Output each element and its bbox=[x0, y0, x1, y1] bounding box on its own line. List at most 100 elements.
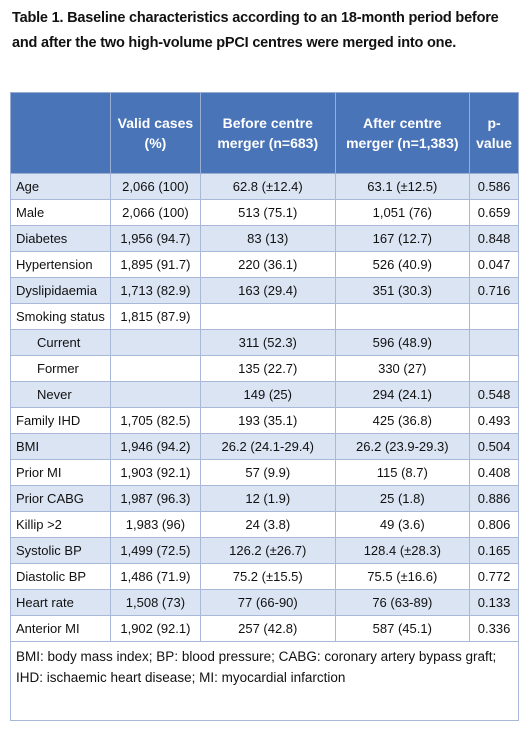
table-cell: 2,066 (100) bbox=[109, 199, 201, 226]
table-cell: 63.1 (±12.5) bbox=[334, 173, 471, 200]
table-cell: 1,987 (96.3) bbox=[109, 485, 201, 512]
table-cell: 311 (52.3) bbox=[199, 329, 336, 356]
row-label: Hypertension bbox=[10, 251, 111, 278]
table-cell: 135 (22.7) bbox=[199, 355, 336, 382]
table-row: Family IHD 1,705 (82.5) 193 (35.1) 425 (36.… bbox=[10, 407, 519, 434]
row-label: BMI bbox=[10, 433, 111, 460]
table-row: Never 149 (25) 294 (24.1) 0.548 bbox=[10, 381, 519, 408]
table-cell: 0.848 bbox=[469, 225, 519, 252]
table-cell: 1,508 (73) bbox=[109, 589, 201, 616]
row-label: Male bbox=[10, 199, 111, 226]
table-row: Prior MI 1,903 (92.1) 57 (9.9) 115 (8.7) 0.4… bbox=[10, 459, 519, 486]
table-cell: 26.2 (23.9-29.3) bbox=[334, 433, 471, 460]
table-title: Table 1. Baseline characteristics accord… bbox=[12, 10, 499, 51]
table-cell: 0.586 bbox=[469, 173, 519, 200]
table-cell: 115 (8.7) bbox=[334, 459, 471, 486]
table-cell: 25 (1.8) bbox=[334, 485, 471, 512]
table-row: BMI 1,946 (94.2) 26.2 (24.1-29.4) 26.2 (23.… bbox=[10, 433, 519, 460]
table-row: Former 135 (22.7) 330 (27) bbox=[10, 355, 519, 382]
table-cell: 1,983 (96) bbox=[109, 511, 201, 538]
table-body: Age 2,066 (100) 62.8 (±12.4) 63.1 (±12.5) 0.… bbox=[10, 173, 519, 642]
table-cell: 1,486 (71.9) bbox=[109, 563, 201, 590]
table-cell: 0.548 bbox=[469, 381, 519, 408]
header-cell: Valid cases (%) bbox=[109, 92, 201, 174]
row-label: Diabetes bbox=[10, 225, 111, 252]
table-cell: 1,902 (92.1) bbox=[109, 615, 201, 642]
table-head: Valid cases (%) Before centre merger (n=6… bbox=[10, 92, 519, 174]
table-cell: 128.4 (±28.3) bbox=[334, 537, 471, 564]
table-row: Prior CABG 1,987 (96.3) 12 (1.9) 25 (1.8) 0.… bbox=[10, 485, 519, 512]
row-label: Smoking status bbox=[10, 303, 111, 330]
table-cell: 0.493 bbox=[469, 407, 519, 434]
header-row: Valid cases (%) Before centre merger (n=6… bbox=[10, 92, 519, 174]
row-label: Prior MI bbox=[10, 459, 111, 486]
table-cell: 0.336 bbox=[469, 615, 519, 642]
table-cell bbox=[469, 329, 519, 356]
table-row: Diastolic BP 1,486 (71.9) 75.2 (±15.5) 75.5… bbox=[10, 563, 519, 590]
table-row: Anterior MI 1,902 (92.1) 257 (42.8) 587 (45… bbox=[10, 615, 519, 642]
table-cell: 149 (25) bbox=[199, 381, 336, 408]
table-cell: 0.408 bbox=[469, 459, 519, 486]
table-cell: 513 (75.1) bbox=[199, 199, 336, 226]
table-cell bbox=[109, 381, 201, 408]
row-label: Anterior MI bbox=[10, 615, 111, 642]
table-cell bbox=[469, 355, 519, 382]
table-cell: 77 (66-90) bbox=[199, 589, 336, 616]
row-label: Prior CABG bbox=[10, 485, 111, 512]
row-label: Current bbox=[10, 329, 111, 356]
table-cell bbox=[199, 303, 336, 330]
header-cell: Before centre merger (n=683) bbox=[199, 92, 336, 174]
table-cell: 163 (29.4) bbox=[199, 277, 336, 304]
data-table: Valid cases (%) Before centre merger (n=6… bbox=[10, 92, 519, 642]
table-cell bbox=[469, 303, 519, 330]
row-label: Killip >2 bbox=[10, 511, 111, 538]
table-cell: 126.2 (±26.7) bbox=[199, 537, 336, 564]
table-cell: 425 (36.8) bbox=[334, 407, 471, 434]
table-row: Age 2,066 (100) 62.8 (±12.4) 63.1 (±12.5) 0.… bbox=[10, 173, 519, 200]
table-cell bbox=[334, 303, 471, 330]
table-cell: 1,903 (92.1) bbox=[109, 459, 201, 486]
table-cell: 167 (12.7) bbox=[334, 225, 471, 252]
table-row: Hypertension 1,895 (91.7) 220 (36.1) 526 (4… bbox=[10, 251, 519, 278]
table-row: Systolic BP 1,499 (72.5) 126.2 (±26.7) 128.… bbox=[10, 537, 519, 564]
table-cell: 351 (30.3) bbox=[334, 277, 471, 304]
table-cell: 1,499 (72.5) bbox=[109, 537, 201, 564]
table-cell: 0.133 bbox=[469, 589, 519, 616]
table-cell bbox=[109, 355, 201, 382]
table-cell: 0.716 bbox=[469, 277, 519, 304]
table-cell: 1,956 (94.7) bbox=[109, 225, 201, 252]
footnote: BMI: body mass index; BP: blood pressure… bbox=[10, 641, 519, 721]
row-label: Family IHD bbox=[10, 407, 111, 434]
table-cell: 1,815 (87.9) bbox=[109, 303, 201, 330]
table-cell: 257 (42.8) bbox=[199, 615, 336, 642]
table-cell: 26.2 (24.1-29.4) bbox=[199, 433, 336, 460]
table-cell: 0.047 bbox=[469, 251, 519, 278]
table-cell: 294 (24.1) bbox=[334, 381, 471, 408]
table-cell: 193 (35.1) bbox=[199, 407, 336, 434]
row-label: Former bbox=[10, 355, 111, 382]
table-row: Dyslipidaemia 1,713 (82.9) 163 (29.4) 351 (… bbox=[10, 277, 519, 304]
row-label: Never bbox=[10, 381, 111, 408]
header-cell: p-value bbox=[469, 92, 519, 174]
row-label: Dyslipidaemia bbox=[10, 277, 111, 304]
table-cell: 12 (1.9) bbox=[199, 485, 336, 512]
table-row: Diabetes 1,956 (94.7) 83 (13) 167 (12.7) 0.8… bbox=[10, 225, 519, 252]
table-cell bbox=[109, 329, 201, 356]
table-cell: 75.2 (±15.5) bbox=[199, 563, 336, 590]
table-cell: 76 (63-89) bbox=[334, 589, 471, 616]
table-cell: 49 (3.6) bbox=[334, 511, 471, 538]
table-cell: 1,051 (76) bbox=[334, 199, 471, 226]
table-cell: 57 (9.9) bbox=[199, 459, 336, 486]
row-label: Heart rate bbox=[10, 589, 111, 616]
table-cell: 62.8 (±12.4) bbox=[199, 173, 336, 200]
table-cell: 83 (13) bbox=[199, 225, 336, 252]
table-row: Heart rate 1,508 (73) 77 (66-90) 76 (63-89)… bbox=[10, 589, 519, 616]
table-cell: 587 (45.1) bbox=[334, 615, 471, 642]
table-cell: 1,705 (82.5) bbox=[109, 407, 201, 434]
table-cell: 0.886 bbox=[469, 485, 519, 512]
table-cell: 1,946 (94.2) bbox=[109, 433, 201, 460]
table-cell: 0.659 bbox=[469, 199, 519, 226]
table-cell: 1,713 (82.9) bbox=[109, 277, 201, 304]
